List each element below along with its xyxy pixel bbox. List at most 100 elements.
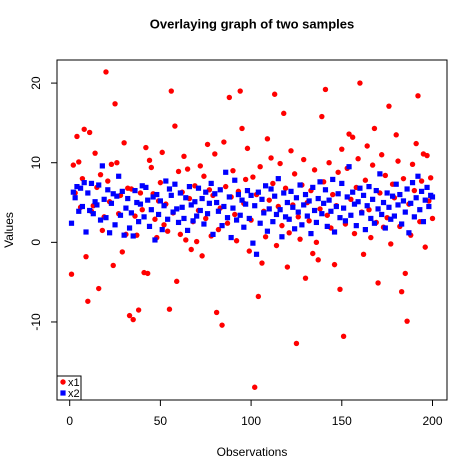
point (379, 211, 385, 218)
point (366, 184, 372, 190)
point (373, 187, 379, 194)
point (148, 164, 155, 171)
point (248, 192, 254, 198)
point (165, 216, 171, 222)
point (326, 160, 332, 166)
point (181, 215, 187, 222)
point (239, 125, 245, 132)
point (301, 202, 307, 208)
point (277, 207, 283, 213)
point (237, 88, 243, 94)
point (172, 181, 178, 187)
legend-marker (60, 379, 66, 385)
point (364, 143, 370, 149)
point (299, 222, 305, 228)
point (262, 234, 269, 240)
point (324, 212, 330, 218)
y-tick-label: 20 (29, 76, 43, 90)
point (85, 190, 91, 196)
point (295, 214, 301, 220)
point (137, 201, 144, 207)
point (311, 167, 318, 173)
point (393, 181, 399, 187)
point (273, 242, 280, 249)
point (291, 171, 298, 177)
point (74, 133, 80, 140)
point (135, 307, 142, 313)
point (282, 185, 289, 191)
point (366, 206, 372, 213)
point (233, 217, 240, 223)
point (217, 187, 223, 193)
point (426, 203, 432, 210)
point (319, 113, 325, 120)
point (429, 215, 436, 222)
point (346, 131, 352, 137)
point (342, 218, 349, 224)
point (395, 202, 401, 208)
point (108, 200, 115, 206)
legend-box (56, 375, 82, 401)
point (166, 306, 173, 312)
point (317, 179, 323, 185)
point (259, 260, 265, 266)
point (201, 173, 207, 179)
point (272, 193, 278, 199)
point (128, 210, 134, 216)
point (125, 195, 131, 202)
point (70, 189, 76, 195)
point (341, 205, 347, 211)
point (375, 280, 381, 286)
point (389, 193, 396, 199)
point (76, 208, 82, 214)
point (351, 230, 358, 237)
point (268, 186, 274, 192)
point (184, 166, 191, 172)
point (197, 163, 204, 169)
point (346, 164, 352, 170)
x-tick-label: 100 (241, 414, 261, 428)
point (70, 162, 77, 168)
point (270, 180, 276, 187)
point (335, 169, 341, 175)
point (259, 196, 265, 202)
point (391, 213, 397, 219)
point (175, 219, 182, 226)
point (221, 203, 227, 210)
legend-label: x2 (68, 388, 80, 400)
point (371, 220, 378, 226)
point (157, 179, 164, 186)
point (74, 184, 80, 190)
point (190, 218, 196, 224)
point (257, 163, 263, 170)
point (114, 193, 120, 199)
point (119, 249, 126, 255)
point (252, 384, 258, 390)
point (195, 185, 202, 191)
point (324, 223, 330, 230)
point (357, 80, 363, 86)
point (112, 101, 118, 107)
point (146, 157, 153, 164)
point (92, 199, 98, 205)
point (304, 213, 310, 219)
point (197, 207, 203, 214)
point (72, 195, 78, 201)
point (300, 156, 307, 163)
point (281, 110, 287, 117)
point (121, 232, 127, 238)
y-axis-title: Values (2, 212, 16, 248)
point (348, 212, 354, 218)
point (386, 103, 392, 109)
point (210, 231, 216, 237)
point (79, 175, 86, 182)
point (152, 237, 158, 243)
point (168, 192, 174, 198)
point (310, 184, 316, 191)
point (208, 180, 214, 187)
point (322, 86, 329, 93)
point (293, 195, 300, 201)
point (286, 230, 292, 236)
point (266, 206, 272, 212)
point (181, 153, 187, 160)
